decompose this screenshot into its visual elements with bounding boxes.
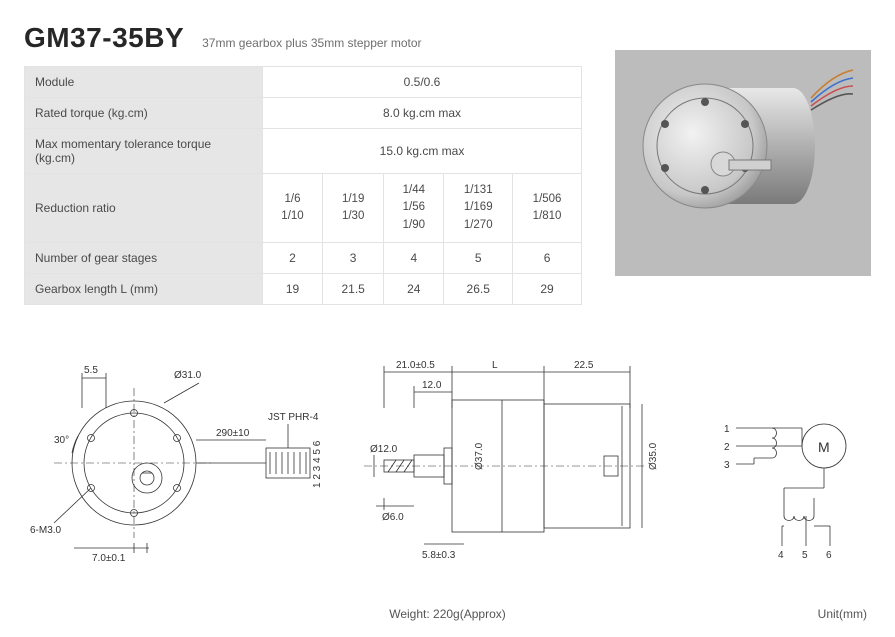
stages-3: 5	[444, 242, 513, 273]
reduction-label: Reduction ratio	[25, 174, 263, 243]
motor-illustration	[633, 68, 853, 258]
dim-d12: Ø12.0	[370, 444, 398, 455]
product-photo	[615, 50, 871, 276]
pin-4: 4	[778, 550, 784, 561]
ratio-c1: 1/6 1/10	[263, 174, 323, 243]
pin-1: 1	[724, 424, 730, 435]
stages-2: 4	[384, 242, 444, 273]
gearbox-len-1: 21.5	[322, 273, 383, 304]
ratio-c4: 1/131 1/169 1/270	[444, 174, 513, 243]
module-value: 0.5/0.6	[263, 67, 582, 98]
pin-6: 6	[826, 550, 832, 561]
stages-1: 3	[322, 242, 383, 273]
gearbox-len-0: 19	[263, 273, 323, 304]
row-gearbox-len: Gearbox length L (mm) 19 21.5 24 26.5 29	[25, 273, 582, 304]
row-reduction-ratio: Reduction ratio 1/6 1/10 1/19 1/30 1/44 …	[25, 174, 582, 243]
m-label: M	[818, 439, 830, 455]
dim-shaft-flat: 5.5	[84, 365, 98, 376]
dim-motor-len: 22.5	[574, 360, 594, 371]
pins-label: 1 2 3 4 5 6	[312, 440, 323, 488]
dim-cable-len: 290±10	[216, 428, 250, 439]
gearbox-len-2: 24	[384, 273, 444, 304]
wiring-diagram: M 1 2 3 4 5 6	[724, 424, 846, 561]
footer-unit: Unit(mm)	[818, 607, 867, 621]
pin-2: 2	[724, 442, 730, 453]
front-view: 5.5 Ø31.0 30° 6-M3.0 7.0±0.1 290±10 JST …	[30, 365, 323, 564]
drawing-area: 5.5 Ø31.0 30° 6-M3.0 7.0±0.1 290±10 JST …	[24, 348, 872, 578]
gearbox-len-label: Gearbox length L (mm)	[25, 273, 263, 304]
dim-mount: 6-M3.0	[30, 525, 62, 536]
stages-4: 6	[513, 242, 582, 273]
dim-offset: 7.0±0.1	[92, 553, 126, 564]
spec-table: Module 0.5/0.6 Rated torque (kg.cm) 8.0 …	[24, 66, 582, 305]
module-label: Module	[25, 67, 263, 98]
dim-motor-dia: Ø35.0	[648, 442, 659, 470]
footer-weight: Weight: 220g(Approx)	[0, 607, 895, 621]
max-torque-label: Max momentary tolerance torque (kg.cm)	[25, 129, 263, 174]
ratio-c3: 1/44 1/56 1/90	[384, 174, 444, 243]
gearbox-len-4: 29	[513, 273, 582, 304]
ratio-c2: 1/19 1/30	[322, 174, 383, 243]
row-module: Module 0.5/0.6	[25, 67, 582, 98]
dim-gearbox-dia: Ø37.0	[474, 442, 485, 470]
rated-torque-label: Rated torque (kg.cm)	[25, 98, 263, 129]
product-subtitle: 37mm gearbox plus 35mm stepper motor	[202, 36, 421, 50]
row-rated-torque: Rated torque (kg.cm) 8.0 kg.cm max	[25, 98, 582, 129]
dim-shaft-height: 5.8±0.3	[422, 550, 456, 561]
pin-3: 3	[724, 460, 730, 471]
row-max-torque: Max momentary tolerance torque (kg.cm) 1…	[25, 129, 582, 174]
connector-label: JST PHR-4	[268, 412, 319, 423]
max-torque-value: 15.0 kg.cm max	[263, 129, 582, 174]
dim-angle: 30°	[54, 435, 69, 446]
stages-0: 2	[263, 242, 323, 273]
dim-d6: Ø6.0	[382, 512, 404, 523]
product-title: GM37-35BY	[24, 22, 184, 54]
gearbox-len-3: 26.5	[444, 273, 513, 304]
pin-5: 5	[802, 550, 808, 561]
dim-shaft-step: 12.0	[422, 380, 442, 391]
row-stages: Number of gear stages 2 3 4 5 6	[25, 242, 582, 273]
dim-d-outer: Ø31.0	[174, 370, 202, 381]
rated-torque-value: 8.0 kg.cm max	[263, 98, 582, 129]
dim-shaft-len: 21.0±0.5	[396, 360, 435, 371]
stages-label: Number of gear stages	[25, 242, 263, 273]
dim-gearbox-len: L	[492, 360, 498, 371]
side-view: 21.0±0.5 L 22.5 12.0 Ø12.0 Ø6.0	[364, 360, 659, 561]
ratio-c5: 1/506 1/810	[513, 174, 582, 243]
